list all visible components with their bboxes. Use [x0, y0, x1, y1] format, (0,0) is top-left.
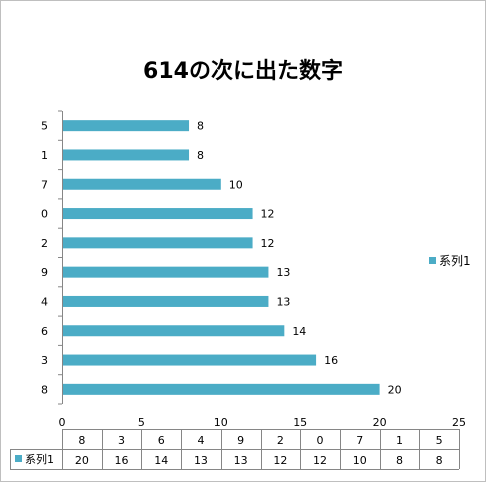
bar-9 — [63, 266, 269, 278]
table-value-cell: 14 — [154, 454, 168, 467]
data-label: 10 — [229, 178, 243, 191]
table-value-cell: 16 — [115, 454, 129, 467]
bar-2 — [63, 237, 253, 249]
data-label: 13 — [276, 295, 290, 308]
y-tick-label: 6 — [41, 325, 48, 338]
x-tick-label: 15 — [293, 416, 307, 429]
x-tick-label: 5 — [138, 416, 145, 429]
table-header-cell: 9 — [237, 434, 244, 447]
legend: 系列1 — [429, 254, 471, 268]
bar-7 — [63, 178, 221, 190]
plot-area: 8 20 3 16 6 14 4 13 9 13 2 12 0 12 7 10 1 8 5 8 0 5 10 15 20 25 — [41, 110, 466, 429]
table-header-cell: 8 — [78, 434, 85, 447]
table-header-cell: 3 — [118, 434, 125, 447]
table-value-cell: 13 — [234, 454, 248, 467]
y-tick-label: 4 — [41, 295, 48, 308]
legend-label: 系列1 — [439, 254, 471, 268]
y-tick-label: 5 — [41, 120, 48, 133]
y-tick-label: 2 — [41, 237, 48, 250]
table-header-cell: 5 — [436, 434, 443, 447]
y-tick-label: 7 — [41, 178, 48, 191]
bar-1 — [63, 149, 190, 161]
bar-5 — [63, 120, 190, 132]
table-header-cell: 1 — [396, 434, 403, 447]
y-tick-label: 8 — [41, 383, 48, 396]
y-tick-label: 3 — [41, 354, 48, 367]
data-label: 8 — [197, 120, 204, 133]
table-header-cell: 4 — [197, 434, 204, 447]
table-value-cell: 13 — [194, 454, 208, 467]
bar-0 — [63, 208, 253, 220]
data-label: 8 — [197, 149, 204, 162]
table-header-cell: 7 — [356, 434, 363, 447]
table-header-cell: 6 — [158, 434, 165, 447]
data-label: 20 — [388, 383, 402, 396]
y-tick-label: 0 — [41, 208, 48, 221]
bar-8 — [63, 383, 380, 395]
data-table: 8 20 3 16 6 14 4 13 9 13 2 12 0 12 7 10 1 8 5 8 系列1 — [10, 429, 460, 470]
table-value-cell: 8 — [396, 454, 403, 467]
x-tick-label: 0 — [59, 416, 66, 429]
table-legend-swatch — [15, 455, 22, 462]
x-tick-label: 10 — [214, 416, 228, 429]
bar-6 — [63, 325, 285, 337]
y-tick-label: 9 — [41, 266, 48, 279]
table-series-label: 系列1 — [25, 452, 54, 466]
data-label: 12 — [261, 208, 275, 221]
x-tick-label: 20 — [373, 416, 387, 429]
x-tick-label: 25 — [452, 416, 466, 429]
table-header-cell: 2 — [277, 434, 284, 447]
legend-swatch — [429, 257, 436, 264]
table-value-cell: 12 — [273, 454, 287, 467]
data-label: 16 — [324, 354, 338, 367]
table-value-cell: 12 — [313, 454, 327, 467]
data-label: 12 — [261, 237, 275, 250]
y-tick-label: 1 — [41, 149, 48, 162]
bar-4 — [63, 295, 269, 307]
data-label: 14 — [292, 325, 306, 338]
data-label: 13 — [276, 266, 290, 279]
chart-title: 614の次に出た数字 — [143, 58, 343, 84]
table-value-cell: 10 — [353, 454, 367, 467]
bar-3 — [63, 354, 317, 366]
table-header-cell: 0 — [317, 434, 324, 447]
table-value-cell: 8 — [436, 454, 443, 467]
table-value-cell: 20 — [75, 454, 89, 467]
